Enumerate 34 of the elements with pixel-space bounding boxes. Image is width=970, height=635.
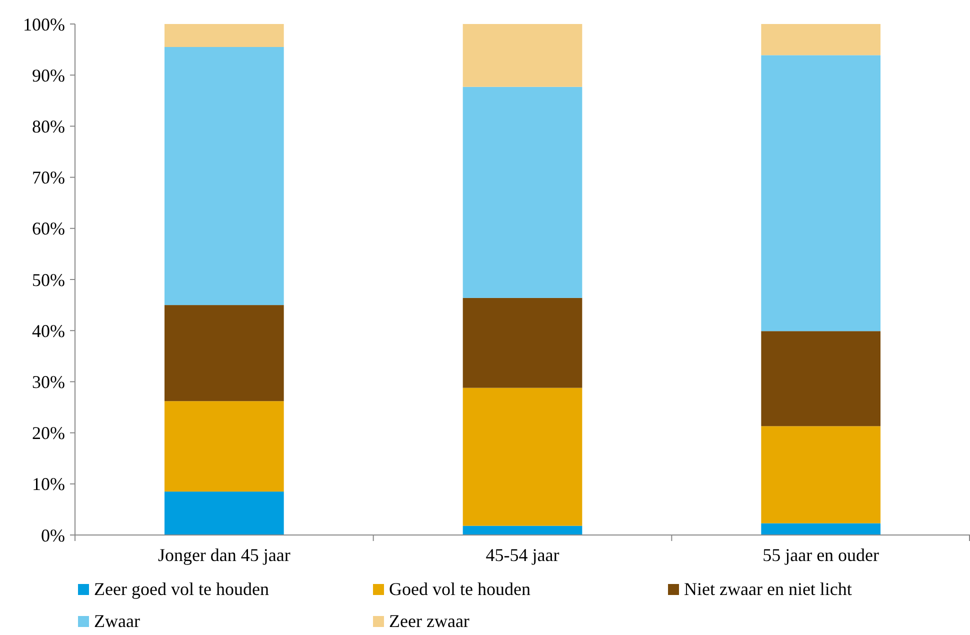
bar xyxy=(761,426,880,524)
y-tick-label: 100% xyxy=(23,14,65,34)
y-tick-label: 30% xyxy=(32,372,65,392)
bar xyxy=(462,24,582,87)
bar xyxy=(761,331,880,426)
bar xyxy=(761,24,880,56)
legend-label: Zeer goed vol te houden xyxy=(94,579,269,599)
legend-label: Goed vol te houden xyxy=(389,579,530,599)
bar xyxy=(164,305,284,402)
y-tick-label: 60% xyxy=(32,218,65,239)
bar xyxy=(462,86,582,298)
bar xyxy=(164,401,284,492)
bar xyxy=(462,298,582,388)
y-tick-label: 40% xyxy=(32,320,65,341)
x-tick-label: 55 jaar en ouder xyxy=(762,545,880,565)
bar xyxy=(761,55,880,332)
y-tick-label: 20% xyxy=(32,423,65,444)
x-tick-label: 45-54 jaar xyxy=(486,545,560,565)
y-tick-label: 90% xyxy=(32,65,65,86)
legend-label: Zwaar xyxy=(94,611,140,631)
bar xyxy=(164,46,284,306)
bar xyxy=(462,526,582,535)
bar xyxy=(462,388,582,526)
y-tick-label: 50% xyxy=(32,270,65,290)
bar xyxy=(164,492,284,535)
y-tick-label: 70% xyxy=(32,168,65,188)
y-tick-label: 10% xyxy=(32,474,65,494)
x-tick-label: Jonger dan 45 jaar xyxy=(158,545,290,565)
bar xyxy=(761,523,880,535)
y-tick-label: 80% xyxy=(32,116,65,136)
bar xyxy=(164,24,284,47)
legend-label: Niet zwaar en niet licht xyxy=(684,579,852,599)
y-tick-label: 0% xyxy=(41,525,65,546)
legend-label: Zeer zwaar xyxy=(389,611,470,631)
